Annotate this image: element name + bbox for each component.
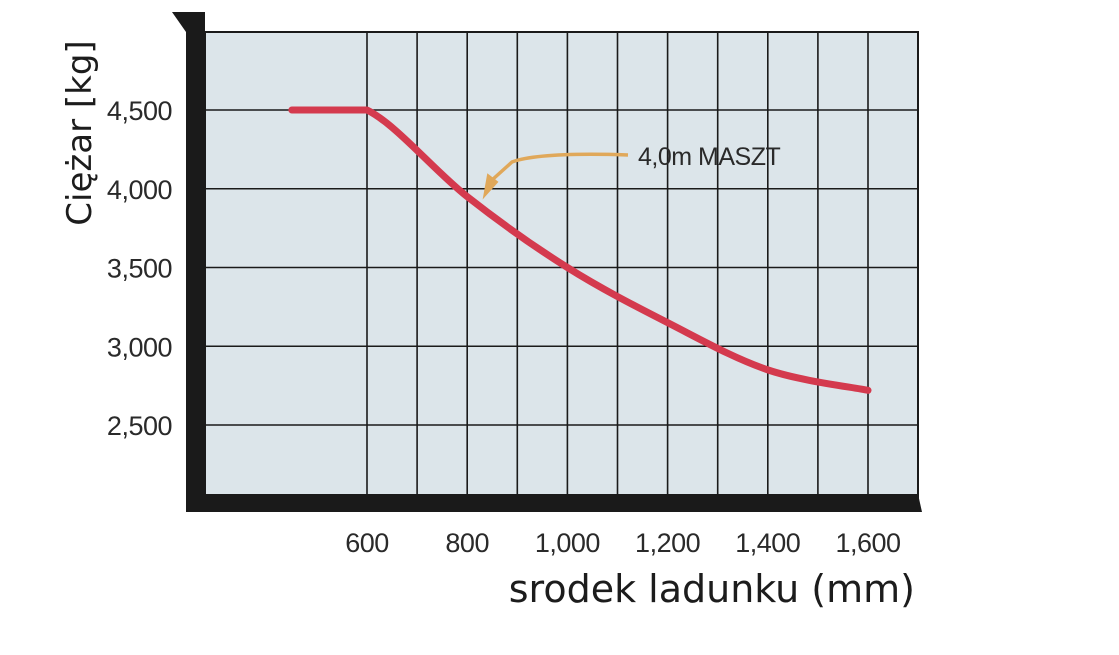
annotation-arrow-head [482,173,499,200]
x-tick-label: 1,000 [535,528,600,558]
annotation-arrow-line [490,152,629,182]
x-axis-line [186,494,922,512]
y-axis-title: Ciężar [kg] [60,40,100,225]
y-tick-label: 2,500 [107,411,172,441]
y-axis-line [186,12,205,512]
x-tick-label: 1,600 [835,528,900,558]
x-tick-label: 600 [345,528,389,558]
y-tick-label: 3,000 [107,332,172,362]
x-axis-title: srodek ladunku (mm) [509,567,915,611]
x-tick-label: 1,400 [735,528,800,558]
x-tick-label: 1,200 [635,528,700,558]
series-line [288,106,872,394]
annotation-label: 4,0m MASZT [638,143,780,171]
x-tick-label: 800 [445,528,489,558]
y-tick-label: 4,000 [107,175,172,205]
y-tick-label: 4,500 [107,96,172,126]
y-tick-label: 3,500 [107,254,172,284]
